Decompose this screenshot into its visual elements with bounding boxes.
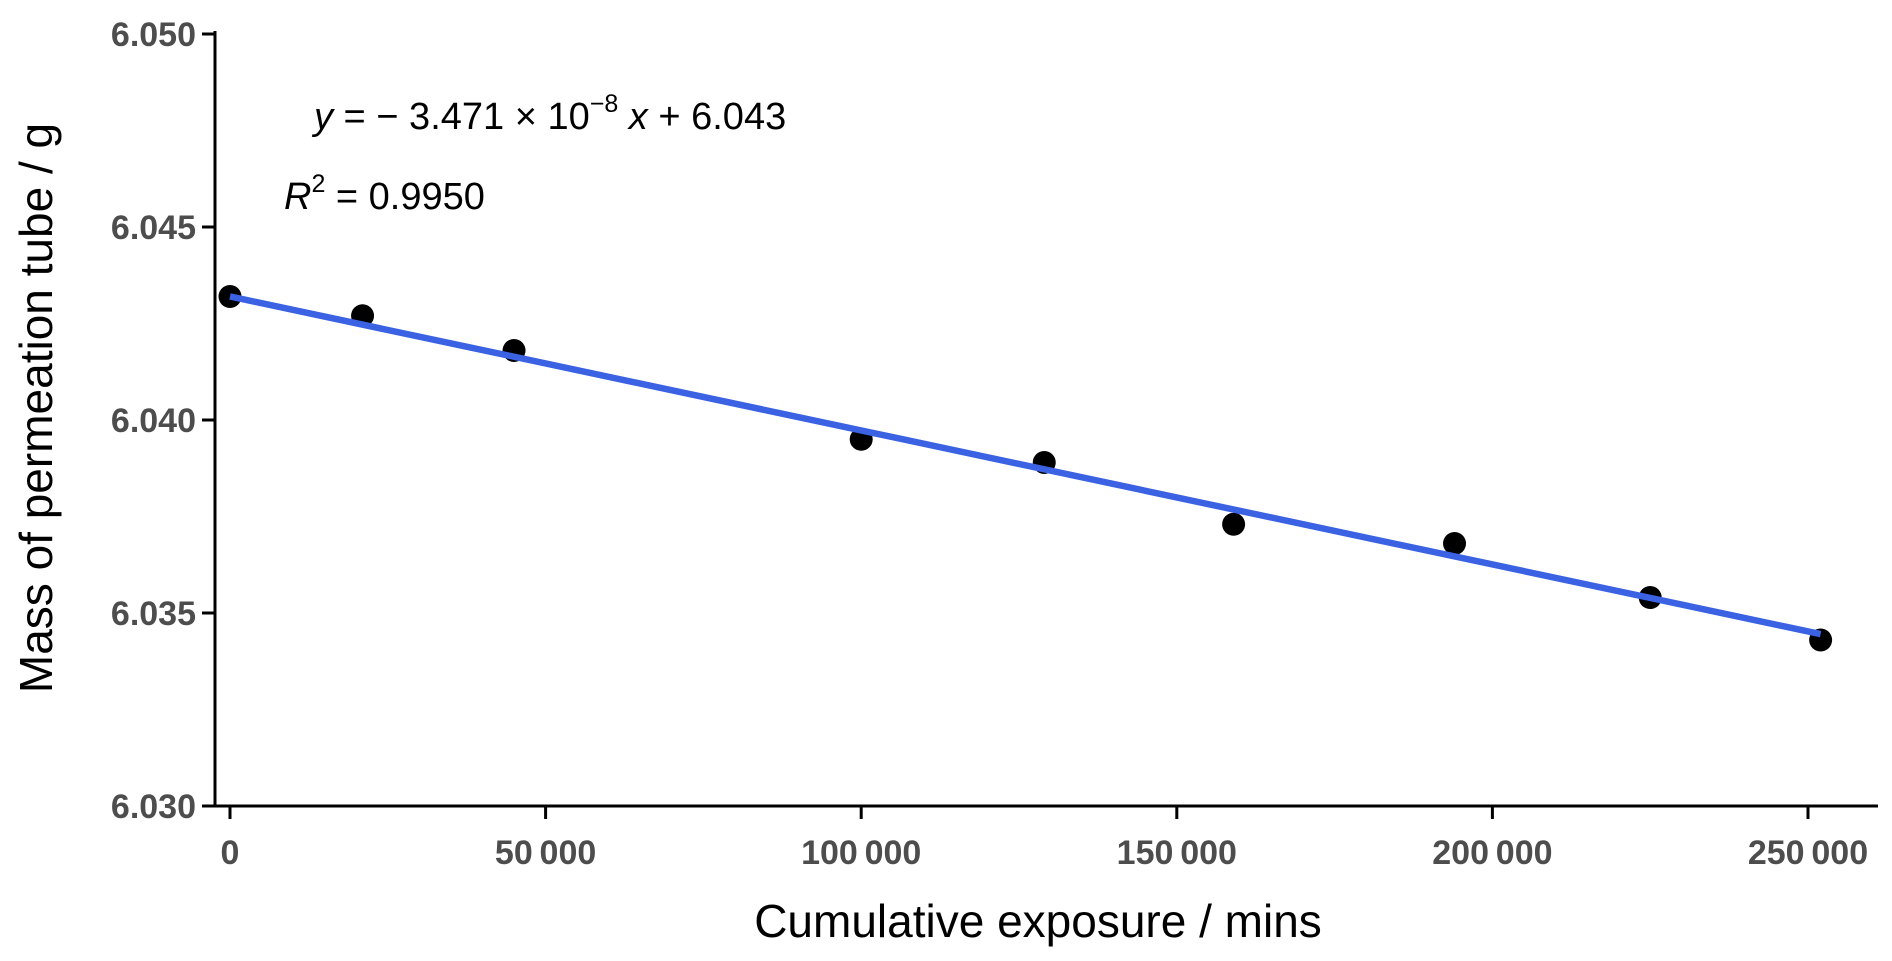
equation-coefficient: = − 3.471 × 10	[333, 96, 590, 138]
trend-line	[229, 293, 1822, 638]
r-squared-annotation: R2 = 0.9950	[284, 172, 485, 218]
r-squared-var: R	[284, 176, 312, 218]
x-tick-label: 50 000	[495, 834, 596, 872]
y-tick-label: 6.035	[111, 595, 196, 633]
r-squared-exponent: 2	[311, 170, 326, 198]
y-tick-label: 6.045	[111, 209, 196, 247]
y-tick-label: 6.030	[111, 788, 196, 826]
equation-exponent: −8	[589, 90, 619, 118]
x-tick-label: 150 000	[1117, 834, 1237, 872]
r-squared-value: = 0.9950	[325, 176, 485, 218]
x-tick-label: 100 000	[801, 834, 921, 872]
x-axis-title: Cumulative exposure / mins	[754, 895, 1322, 947]
equation-intercept: + 6.043	[647, 96, 787, 138]
equation-x-var: x	[618, 96, 648, 138]
y-tick-label: 6.040	[111, 402, 196, 440]
equation-y-var: y	[314, 96, 333, 138]
x-tick-label: 0	[221, 834, 240, 872]
x-tick-label: 250 000	[1748, 834, 1868, 872]
regression-equation: y = − 3.471 × 10−8 x + 6.043	[314, 92, 787, 138]
data-point	[1222, 512, 1246, 536]
y-axis-title: Mass of permeation tube / g	[10, 122, 62, 694]
y-tick-label: 6.050	[111, 16, 196, 54]
x-tick-label: 200 000	[1432, 834, 1552, 872]
data-point	[1443, 532, 1467, 556]
